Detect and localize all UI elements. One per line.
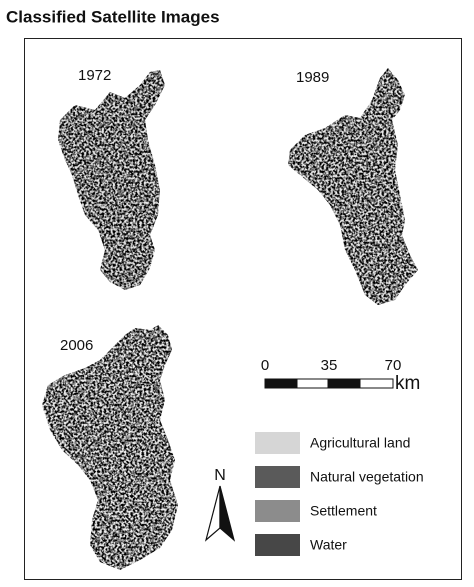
north-label: N [214,467,226,484]
north-arrow [204,485,236,542]
legend-label: Agricultural land [310,435,410,451]
legend-label: Natural vegetation [310,469,424,485]
scale-label: 35 [321,357,338,374]
legend-label: Settlement [310,503,377,519]
map-label: 1989 [296,69,329,86]
frame [24,38,462,580]
scale-unit: km [395,373,420,394]
legend-swatch [255,466,300,488]
legend-swatch [255,432,300,454]
legend: Agricultural land Natural vegetation Settl… [255,432,424,556]
title: Classified Satellite Images [6,7,220,26]
map-label: 2006 [60,337,93,354]
scale-label: 0 [261,357,269,374]
legend-label: Water [310,537,347,553]
legend-swatch [255,534,300,556]
legend-swatch [255,500,300,522]
map-label: 1972 [78,67,111,84]
scale-label: 70 [385,357,402,374]
